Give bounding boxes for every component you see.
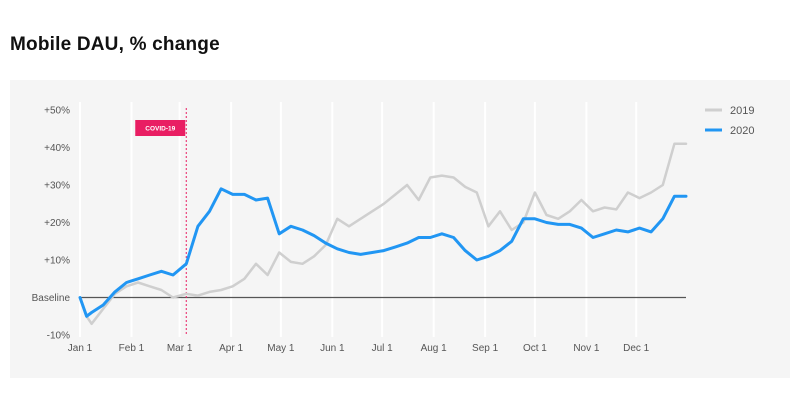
x-tick-label: Sep 1 <box>472 343 499 354</box>
plot-area <box>70 102 690 350</box>
grid-lines <box>79 102 686 337</box>
x-tick-label: Jun 1 <box>320 343 345 354</box>
y-tick-label: +20% <box>44 218 70 229</box>
x-tick-label: Oct 1 <box>523 343 547 354</box>
series-lines <box>78 142 688 326</box>
y-tick-label: +40% <box>44 143 70 154</box>
y-tick-label: +10% <box>44 256 70 267</box>
y-tick-label: Baseline <box>32 293 71 304</box>
x-tick-label: Aug 1 <box>421 343 448 354</box>
annotations: COVID-19 <box>135 108 187 335</box>
x-tick-label: Mar 1 <box>167 343 193 354</box>
x-tick-label: Feb 1 <box>119 343 145 354</box>
series-line-2019 <box>78 142 688 326</box>
chart-title: Mobile DAU, % change <box>10 34 220 55</box>
legend-label-2019: 2019 <box>730 105 754 117</box>
x-tick-label: Dec 1 <box>623 343 650 354</box>
line-chart: Jan 1 Feb 1 Mar 1 Apr 1 May 1 Jun 1 Jul 1 Aug 1… <box>32 102 754 355</box>
x-tick-label: Jul 1 <box>372 343 394 354</box>
legend-label-2020: 2020 <box>730 125 754 137</box>
series-line-2020 <box>78 187 688 318</box>
x-tick-label: Jan 1 <box>68 343 93 354</box>
y-tick-label: +50% <box>44 106 70 117</box>
y-tick-label: +30% <box>44 181 70 192</box>
x-tick-label: Nov 1 <box>573 343 600 354</box>
chart-panel: Jan 1 Feb 1 Mar 1 Apr 1 May 1 Jun 1 Jul 1 Aug 1… <box>10 80 790 378</box>
legend: 2019 2020 <box>705 105 754 137</box>
x-tick-label: Apr 1 <box>219 343 243 354</box>
annotation-badge <box>135 120 186 136</box>
x-tick-label: May 1 <box>267 343 295 354</box>
y-tick-label: -10% <box>47 331 70 342</box>
annotation-label: COVID-19 <box>145 126 175 133</box>
axis-labels: Jan 1 Feb 1 Mar 1 Apr 1 May 1 Jun 1 Jul 1 Aug 1… <box>32 106 650 355</box>
